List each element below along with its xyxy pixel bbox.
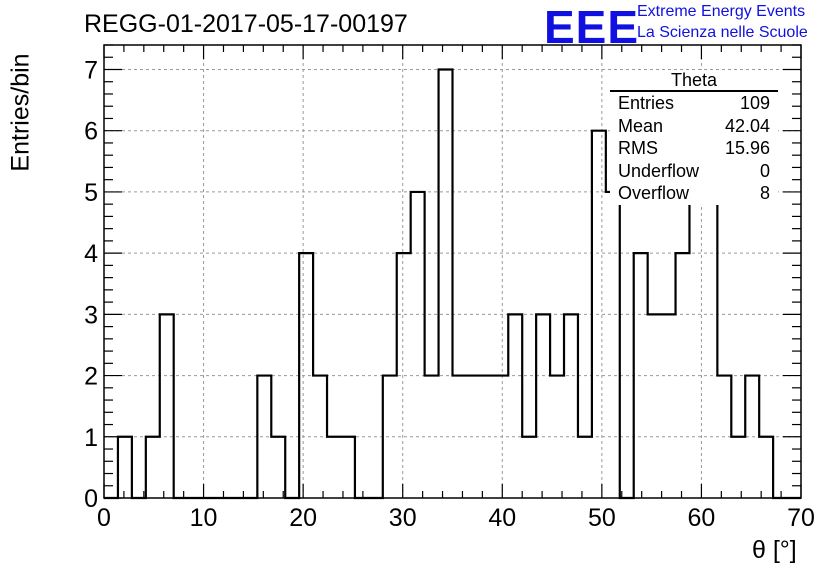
x-tick-label: 30 (389, 504, 417, 532)
x-tick-label: 70 (787, 504, 815, 532)
stats-label: RMS (618, 138, 658, 159)
y-tick-label: 0 (84, 485, 98, 513)
logo-line-1: Extreme Energy Events (637, 3, 806, 20)
stats-row: Mean 42.04 (610, 115, 778, 138)
x-tick-label: 40 (488, 504, 516, 532)
stats-box: Theta Entries 109 Mean 42.04 RMS 15.96 Unde… (610, 70, 778, 205)
stats-value: 109 (739, 93, 770, 113)
y-tick-label: 5 (84, 179, 98, 207)
y-tick-label: 1 (84, 424, 98, 452)
eee-logo: EEE (544, 1, 640, 53)
stats-row: Underflow 0 (610, 160, 778, 183)
logo-line-2: La Scienza nelle Scuole (637, 24, 808, 41)
stats-label: Underflow (618, 160, 700, 181)
stats-value: 42.04 (724, 115, 770, 136)
stats-value: 0 (759, 160, 770, 181)
stats-label: Mean (618, 115, 664, 136)
y-tick-label: 2 (84, 363, 98, 391)
stats-row: RMS 15.96 (610, 137, 778, 160)
stats-label: Entries (618, 93, 675, 113)
x-tick-label: 50 (588, 504, 616, 532)
x-tick-label: 10 (190, 504, 218, 532)
plot-frame (103, 44, 802, 499)
x-axis-ticks: 0 10 20 30 40 50 60 70 (97, 45, 815, 532)
y-axis-label: Entries/bin (6, 53, 35, 172)
y-tick-label: 6 (84, 118, 98, 146)
x-tick-label: 0 (97, 504, 111, 532)
stats-label: Overflow (618, 183, 690, 204)
chart-title: REGG-01-2017-05-17-00197 (84, 10, 408, 38)
x-tick-label: 20 (289, 504, 317, 532)
y-axis-ticks: 0 1 2 3 4 5 6 7 (84, 44, 801, 513)
stats-row: Overflow 8 (610, 182, 778, 205)
y-tick-label: 4 (84, 240, 98, 268)
stats-row: Entries 109 (610, 92, 778, 115)
stats-value: 15.96 (724, 138, 770, 159)
stats-value: 8 (759, 183, 770, 204)
stats-title: Theta (610, 70, 778, 92)
x-tick-label: 60 (688, 504, 716, 532)
y-tick-label: 3 (84, 301, 98, 329)
x-axis-label: θ [°] (752, 536, 797, 564)
y-tick-label: 7 (84, 56, 98, 84)
